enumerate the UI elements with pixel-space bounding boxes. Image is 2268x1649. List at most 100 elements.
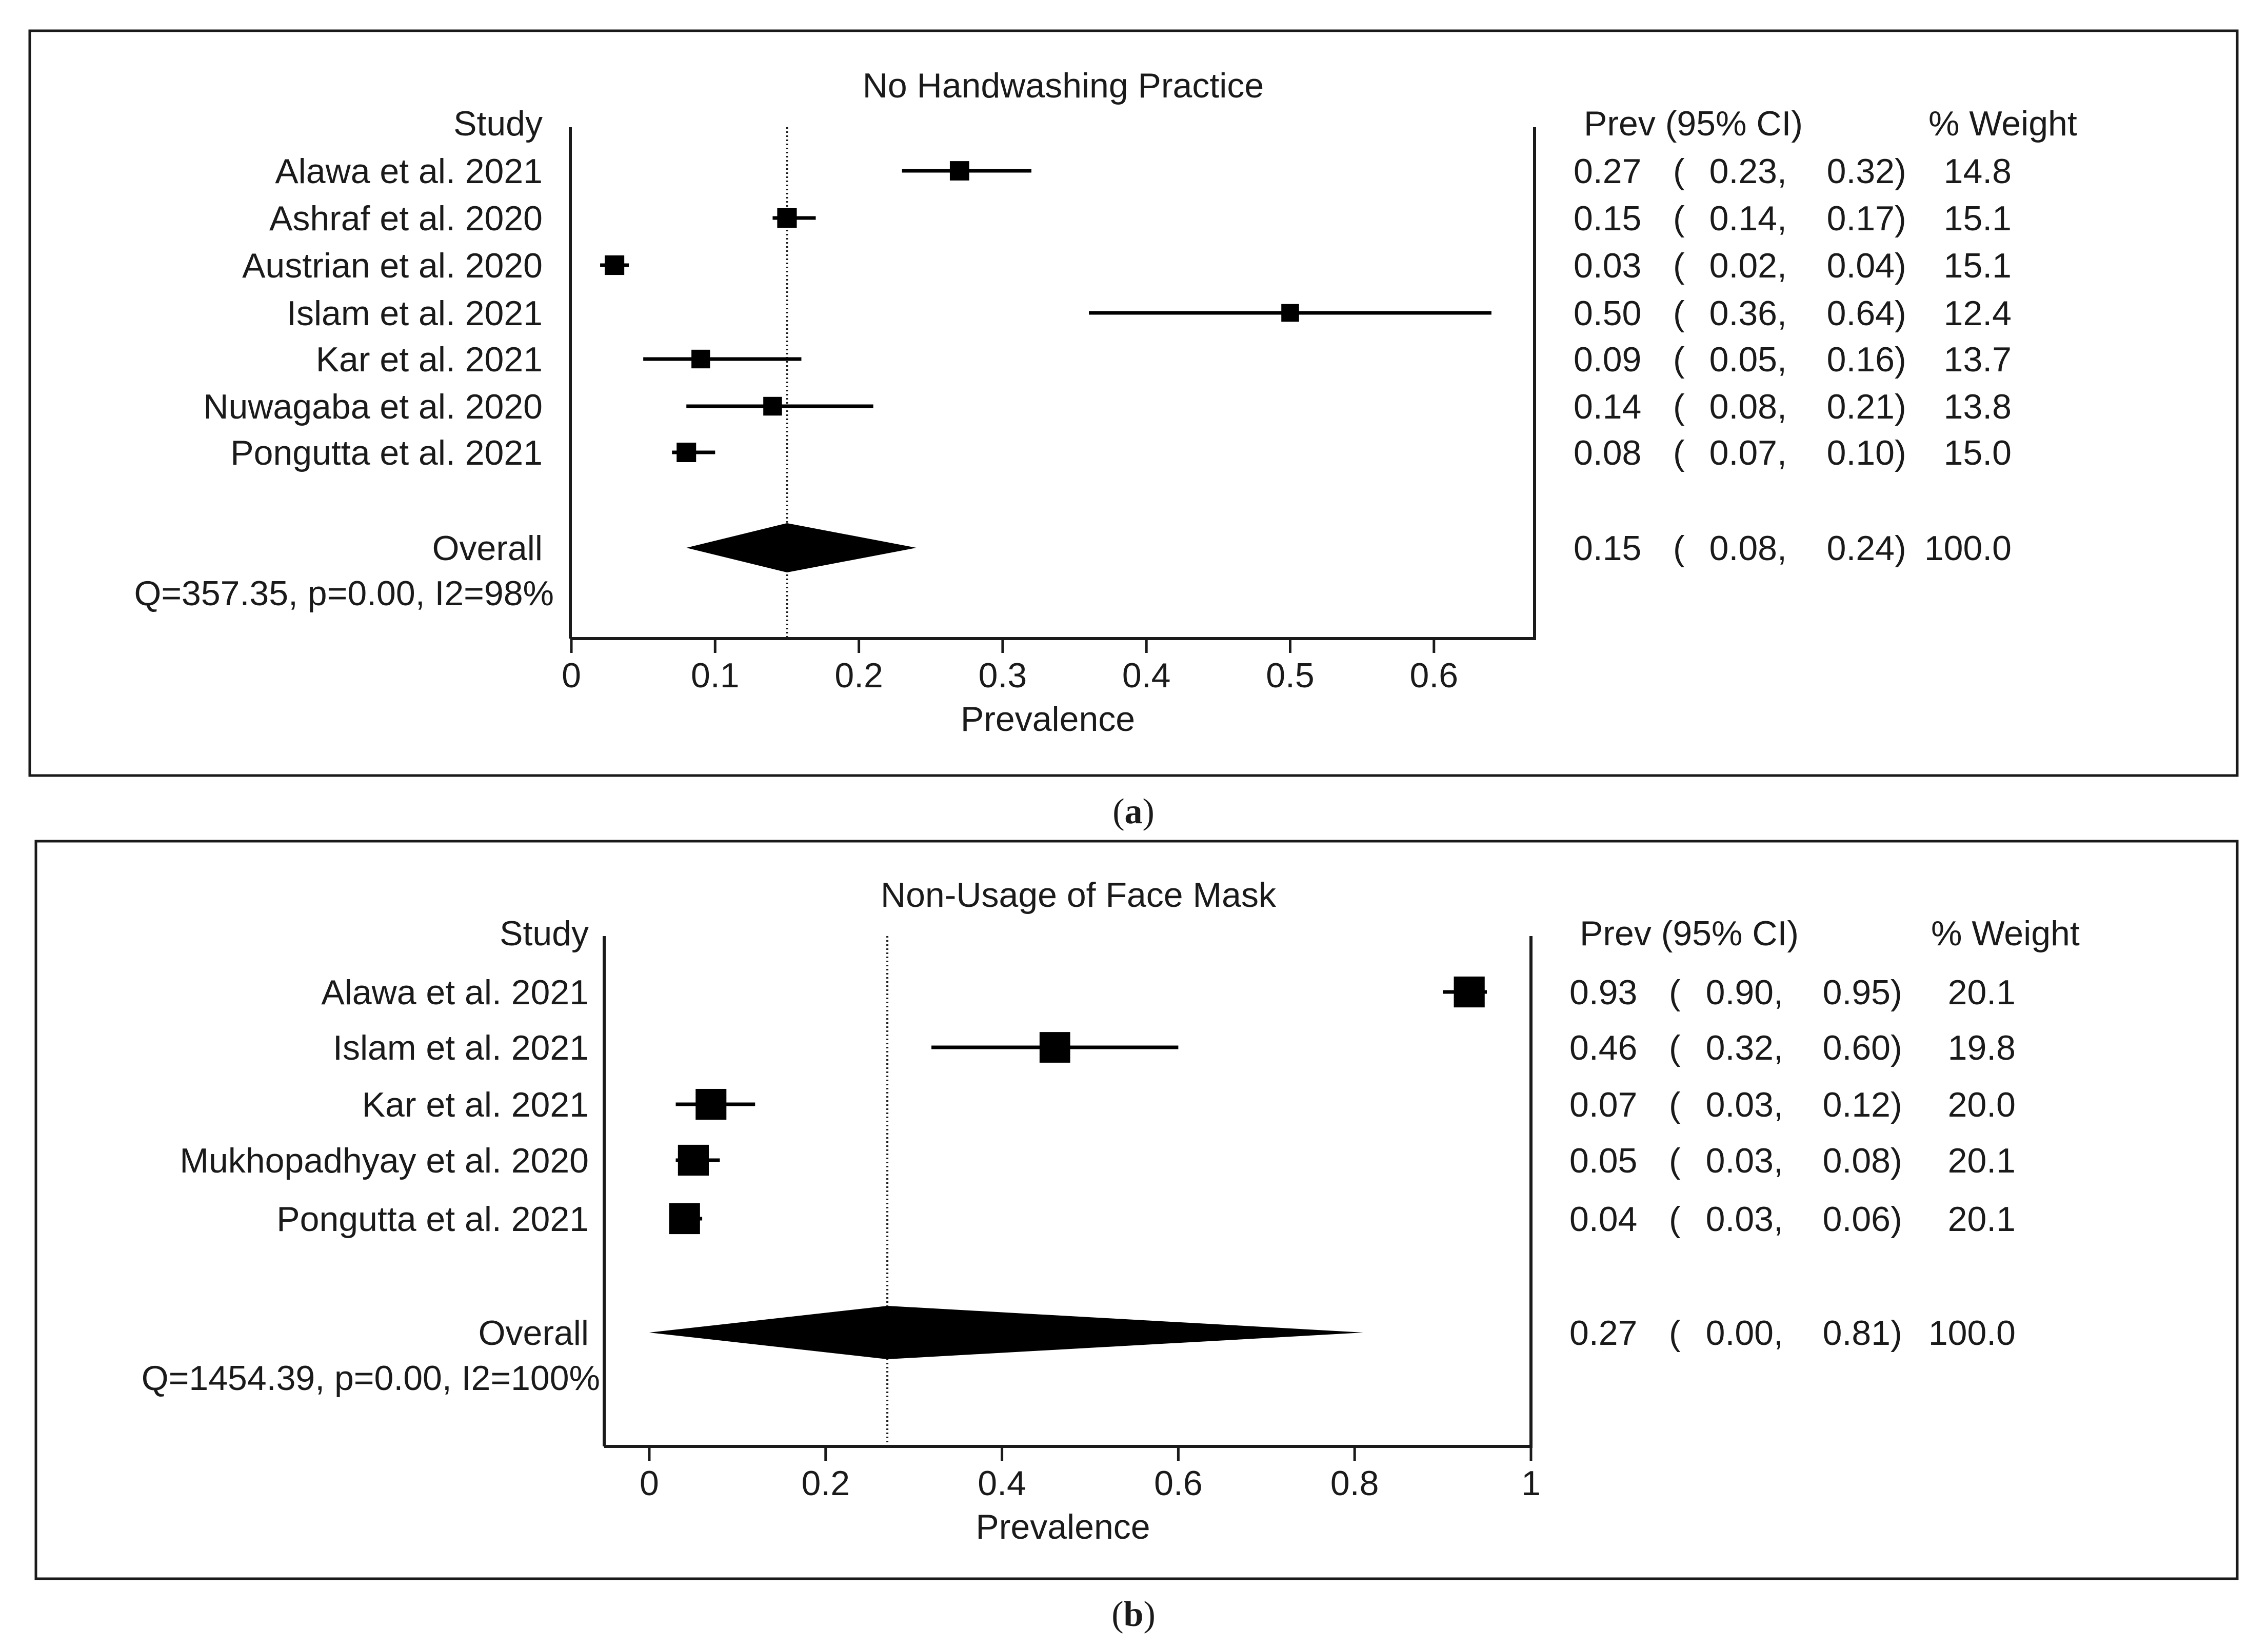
panel-caption-letter: a: [1125, 792, 1143, 831]
study-ci-lower: 0.32: [1706, 1028, 1774, 1067]
study-ci-lower: 0.03: [1706, 1200, 1774, 1239]
study-ci-close: ): [1891, 1141, 1902, 1180]
study-weight: 20.1: [1948, 973, 2016, 1012]
study-label: Pongutta et al. 2021: [230, 433, 543, 472]
study-ci-close: ): [1891, 1085, 1902, 1124]
x-tick-label: 0.4: [1122, 656, 1171, 695]
overall-label: Overall: [432, 529, 543, 568]
study-prev: 0.50: [1574, 294, 1641, 333]
study-prev: 0.09: [1574, 340, 1641, 379]
study-label: Kar et al. 2021: [316, 340, 543, 379]
x-tick-label: 0.2: [834, 656, 883, 695]
study-prev: 0.05: [1569, 1141, 1637, 1180]
study-weight: 15.0: [1944, 433, 2012, 472]
heterogeneity-stats: Q=357.35, p=0.00, I2=98%: [134, 574, 554, 613]
study-prev: 0.14: [1574, 387, 1641, 426]
x-tick-label: 0.6: [1410, 656, 1459, 695]
study-ci-upper: 0.12: [1823, 1085, 1891, 1124]
study-ci-sep: ,: [1777, 246, 1787, 285]
study-weight: 13.8: [1944, 387, 2012, 426]
study-label: Pongutta et al. 2021: [276, 1200, 589, 1239]
study-point-estimate: [691, 349, 710, 369]
study-prev: 0.46: [1569, 1028, 1637, 1067]
study-ci-close: ): [1891, 973, 1902, 1012]
study-ci-open: (: [1673, 246, 1685, 285]
study-label: Ashraf et al. 2020: [269, 199, 543, 238]
study-ci-close: ): [1895, 340, 1906, 379]
study-point-estimate: [1281, 304, 1299, 322]
x-tick-label: 0.1: [691, 656, 740, 695]
overall-prev: 0.27: [1569, 1314, 1637, 1353]
study-ci-open: (: [1673, 340, 1685, 379]
x-tick-label: 0.4: [978, 1464, 1026, 1503]
study-weight: 12.4: [1944, 294, 2012, 333]
study-ci-upper: 0.08: [1823, 1141, 1891, 1180]
study-label: Austrian et al. 2020: [242, 246, 543, 285]
x-tick-label: 0.3: [979, 656, 1027, 695]
study-label: Alawa et al. 2021: [275, 152, 543, 191]
panel-caption: (b): [1111, 1595, 1156, 1634]
study-label: Nuwagaba et al. 2020: [203, 387, 543, 426]
overall-ci-sep: ,: [1777, 529, 1787, 568]
weight-column-header: % Weight: [1931, 914, 2080, 953]
overall-weight: 100.0: [1924, 529, 2012, 568]
overall-diamond: [686, 523, 917, 572]
study-point-estimate: [695, 1088, 727, 1120]
chart-title: No Handwashing Practice: [863, 66, 1264, 105]
study-point-estimate: [1454, 976, 1485, 1008]
study-ci-close: ): [1895, 433, 1906, 472]
study-weight: 15.1: [1944, 246, 2012, 285]
study-ci-lower: 0.03: [1706, 1085, 1774, 1124]
study-ci-sep: ,: [1777, 340, 1787, 379]
study-prev: 0.04: [1569, 1200, 1637, 1239]
study-weight: 20.1: [1948, 1141, 2016, 1180]
study-ci-sep: ,: [1777, 387, 1787, 426]
study-ci-open: (: [1673, 433, 1685, 472]
study-ci-lower: 0.02: [1709, 246, 1777, 285]
prev-column-header: Prev (95% CI): [1584, 104, 1803, 143]
study-ci-open: (: [1673, 199, 1685, 238]
study-ci-close: ): [1891, 1028, 1902, 1067]
study-point-estimate: [763, 396, 782, 416]
overall-label: Overall: [479, 1314, 589, 1353]
study-ci-sep: ,: [1774, 1085, 1783, 1124]
study-point-estimate: [678, 1144, 709, 1176]
overall-ci-open: (: [1669, 1314, 1681, 1353]
overall-diamond: [649, 1306, 1364, 1359]
study-ci-upper: 0.06: [1823, 1200, 1891, 1239]
study-prev: 0.93: [1569, 973, 1637, 1012]
study-ci-sep: ,: [1774, 1028, 1783, 1067]
study-ci-close: ): [1895, 294, 1906, 333]
study-column-header: Study: [500, 914, 589, 953]
study-weight: 20.1: [1948, 1200, 2016, 1239]
study-ci-open: (: [1673, 294, 1685, 333]
study-ci-sep: ,: [1774, 1200, 1783, 1239]
study-ci-lower: 0.36: [1709, 294, 1777, 333]
study-label: Islam et al. 2021: [287, 294, 543, 333]
study-point-estimate: [677, 443, 697, 462]
study-ci-open: (: [1673, 387, 1685, 426]
study-ci-upper: 0.60: [1823, 1028, 1891, 1067]
study-point-estimate: [669, 1203, 700, 1235]
heterogeneity-stats: Q=1454.39, p=0.00, I2=100%: [142, 1359, 600, 1398]
study-ci-upper: 0.17: [1827, 199, 1895, 238]
study-prev: 0.07: [1569, 1085, 1637, 1124]
x-tick-label: 0.2: [801, 1464, 850, 1503]
study-label: Mukhopadhyay et al. 2020: [180, 1141, 589, 1180]
study-ci-sep: ,: [1777, 433, 1787, 472]
study-point-estimate: [949, 161, 969, 181]
study-point-estimate: [605, 255, 625, 275]
x-tick-label: 0: [640, 1464, 659, 1503]
overall-weight: 100.0: [1928, 1314, 2016, 1353]
study-ci-lower: 0.03: [1706, 1141, 1774, 1180]
study-ci-sep: ,: [1774, 973, 1783, 1012]
study-ci-lower: 0.08: [1709, 387, 1777, 426]
study-ci-open: (: [1669, 1028, 1681, 1067]
x-tick-label: 0.8: [1330, 1464, 1379, 1503]
study-ci-upper: 0.64: [1827, 294, 1895, 333]
panel-frame: [34, 840, 2239, 1580]
chart-title: Non-Usage of Face Mask: [881, 876, 1277, 915]
study-ci-lower: 0.14: [1709, 199, 1777, 238]
study-ci-upper: 0.16: [1827, 340, 1895, 379]
